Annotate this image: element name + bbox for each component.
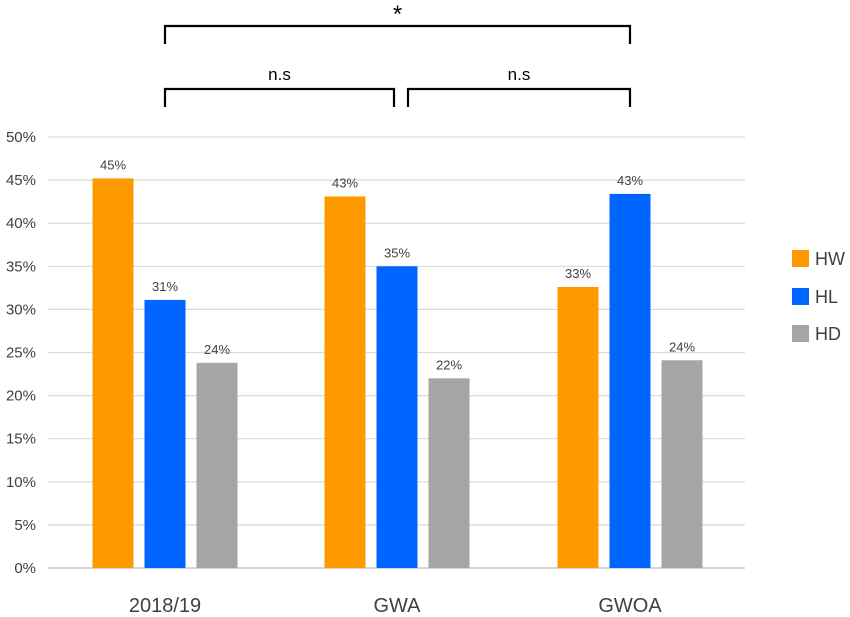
data-label: 33% xyxy=(565,266,591,281)
legend-label-hd: HD xyxy=(815,324,841,344)
bar-hw xyxy=(324,196,366,568)
y-tick-label: 40% xyxy=(6,215,36,232)
y-tick-label: 30% xyxy=(6,301,36,318)
legend-label-hw: HW xyxy=(815,249,845,269)
y-tick-label: 10% xyxy=(6,474,36,491)
y-tick-label: 45% xyxy=(6,172,36,189)
significance-label: * xyxy=(393,1,402,28)
data-labels: 45% 43% 33% 31% 35% 43% 24% 22% 24% xyxy=(100,157,695,372)
significance-bracket xyxy=(163,24,632,44)
data-label: 43% xyxy=(332,175,358,190)
y-tick-label: 50% xyxy=(6,129,36,146)
y-tick-label: 20% xyxy=(6,388,36,405)
data-label: 45% xyxy=(100,157,126,172)
bar-hd xyxy=(196,362,238,568)
legend-swatch-hl xyxy=(792,288,809,305)
bar-hd xyxy=(661,360,703,568)
y-tick-label: 25% xyxy=(6,345,36,362)
x-tick-label: GWA xyxy=(373,595,421,617)
significance-label: n.s xyxy=(268,65,291,84)
significance-label: n.s xyxy=(508,65,531,84)
legend-label-hl: HL xyxy=(815,287,838,307)
y-tick-label: 5% xyxy=(14,517,36,534)
data-label: 31% xyxy=(152,279,178,294)
data-label: 24% xyxy=(669,339,695,354)
y-axis-ticks: 0% 5% 10% 15% 20% 25% 30% 35% 40% 45% 50% xyxy=(6,129,36,577)
x-tick-label: 2018/19 xyxy=(129,595,201,617)
legend: HW HL HD xyxy=(792,249,845,344)
x-tick-label: GWOA xyxy=(598,595,662,617)
legend-swatch-hw xyxy=(792,250,809,267)
x-axis-ticks: 2018/19 GWA GWOA xyxy=(129,595,662,617)
data-label: 24% xyxy=(204,342,230,357)
data-label: 43% xyxy=(617,173,643,188)
bar-hl xyxy=(376,266,418,568)
significance-bracket xyxy=(406,87,632,107)
y-tick-label: 35% xyxy=(6,258,36,275)
legend-swatch-hd xyxy=(792,325,809,342)
bars xyxy=(92,178,703,568)
data-label: 35% xyxy=(384,245,410,260)
bar-hw xyxy=(92,178,134,568)
y-tick-label: 15% xyxy=(6,431,36,448)
significance-brackets: * n.s n.s xyxy=(163,1,632,107)
data-label: 22% xyxy=(436,357,462,372)
bar-hd xyxy=(428,378,470,568)
y-tick-label: 0% xyxy=(14,560,36,577)
bar-hl xyxy=(609,193,651,568)
bar-hl xyxy=(144,299,186,568)
bar-hw xyxy=(557,286,599,568)
significance-bracket xyxy=(163,87,396,107)
